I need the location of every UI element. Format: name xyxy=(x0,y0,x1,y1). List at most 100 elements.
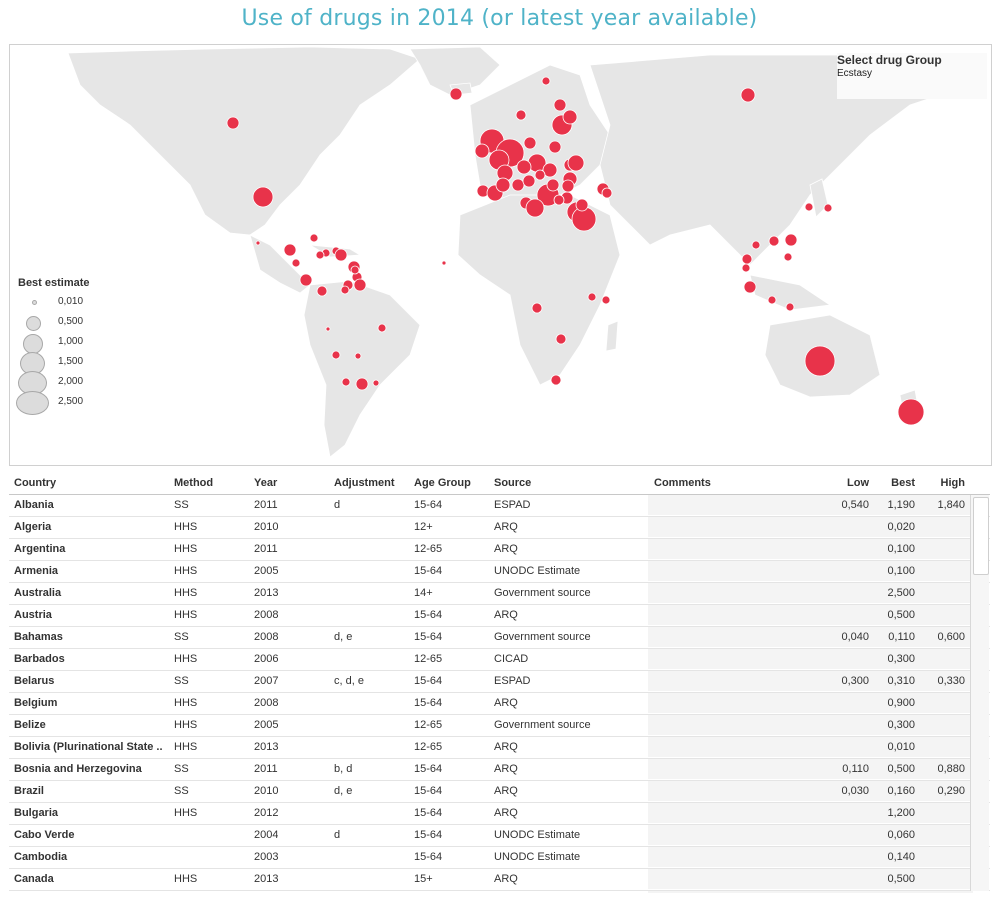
country-marker[interactable] xyxy=(331,350,341,360)
country-marker[interactable] xyxy=(255,240,261,246)
table-row[interactable]: Cambodia 2003 15-64 UNODC Estimate 0,140 xyxy=(9,847,990,869)
table-row[interactable]: Bahamas SS 2008 d, e 15-64 Government source 0… xyxy=(9,627,990,649)
country-marker[interactable] xyxy=(601,187,613,199)
country-marker[interactable] xyxy=(522,174,536,188)
country-marker[interactable] xyxy=(601,295,611,305)
filter-selected-value[interactable]: Ecstasy xyxy=(837,68,873,79)
country-marker[interactable] xyxy=(783,252,793,262)
country-marker[interactable] xyxy=(804,345,836,377)
country-marker[interactable] xyxy=(897,398,925,426)
country-marker[interactable] xyxy=(550,374,562,386)
country-marker[interactable] xyxy=(561,179,575,193)
table-row[interactable]: Bosnia and Herzegovina SS 2011 b, d 15-64 ARQ… xyxy=(9,759,990,781)
country-marker[interactable] xyxy=(768,235,780,247)
country-marker[interactable] xyxy=(353,278,367,292)
table-row[interactable]: Bulgaria HHS 2012 15-64 ARQ 1,200 xyxy=(9,803,990,825)
country-marker[interactable] xyxy=(291,258,301,268)
country-marker[interactable] xyxy=(511,178,525,192)
country-marker[interactable] xyxy=(553,98,567,112)
best-estimate-markers[interactable] xyxy=(226,76,925,426)
country-marker[interactable] xyxy=(495,177,511,193)
data-table[interactable]: Country Method Year Adjustment Age Group… xyxy=(9,474,990,894)
country-marker[interactable] xyxy=(784,233,798,247)
country-marker[interactable] xyxy=(340,285,350,295)
table-row[interactable]: Cabo Verde 2004 d 15-64 UNODC Estimate 0,060 xyxy=(9,825,990,847)
col-header-year[interactable]: Year xyxy=(254,477,278,489)
col-header-source[interactable]: Source xyxy=(494,477,532,489)
scrollbar-thumb[interactable] xyxy=(973,497,989,575)
table-row[interactable]: Belgium HHS 2008 15-64 ARQ 0,900 xyxy=(9,693,990,715)
country-marker[interactable] xyxy=(474,143,490,159)
col-header-country[interactable]: Country xyxy=(14,477,57,489)
country-marker[interactable] xyxy=(355,377,369,391)
table-row[interactable]: Bolivia (Plurinational State .. HHS 2013 12… xyxy=(9,737,990,759)
country-marker[interactable] xyxy=(741,253,753,265)
country-marker[interactable] xyxy=(541,76,551,86)
table-row[interactable]: Armenia HHS 2005 15-64 UNODC Estimate 0,100 xyxy=(9,561,990,583)
country-marker[interactable] xyxy=(515,109,527,121)
table-row[interactable]: Albania SS 2011 d 15-64 ESPAD 0,540 1,190 1,840 xyxy=(9,495,990,517)
col-header-comments[interactable]: Comments xyxy=(654,477,711,489)
country-marker[interactable] xyxy=(441,260,447,266)
country-marker[interactable] xyxy=(553,194,565,206)
col-header-high[interactable]: High xyxy=(940,477,965,489)
country-marker[interactable] xyxy=(252,186,274,208)
country-marker[interactable] xyxy=(555,333,567,345)
table-row[interactable]: Belarus SS 2007 c, d, e 15-64 ESPAD 0,300 0,310… xyxy=(9,671,990,693)
country-marker[interactable] xyxy=(516,159,532,175)
country-marker[interactable] xyxy=(315,250,325,260)
country-marker[interactable] xyxy=(377,323,387,333)
country-marker[interactable] xyxy=(741,263,751,273)
country-marker[interactable] xyxy=(743,280,757,294)
country-marker[interactable] xyxy=(767,295,777,305)
col-header-age-group[interactable]: Age Group xyxy=(414,477,471,489)
table-row[interactable]: Belize HHS 2005 12-65 Government source 0,300 xyxy=(9,715,990,737)
country-marker[interactable] xyxy=(587,292,597,302)
country-marker[interactable] xyxy=(372,379,380,387)
country-marker[interactable] xyxy=(226,116,240,130)
country-marker[interactable] xyxy=(542,162,558,178)
country-marker[interactable] xyxy=(334,248,348,262)
table-row[interactable]: Barbados HHS 2006 12-65 CICAD 0,300 xyxy=(9,649,990,671)
table-row[interactable]: Brazil SS 2010 d, e 15-64 ARQ 0,030 0,160 0,290 xyxy=(9,781,990,803)
country-marker[interactable] xyxy=(546,178,560,192)
country-marker[interactable] xyxy=(525,198,545,218)
country-marker[interactable] xyxy=(449,87,463,101)
table-row[interactable]: Algeria HHS 2010 12+ ARQ 0,020 xyxy=(9,517,990,539)
country-marker[interactable] xyxy=(350,265,360,275)
cell-age-group: 14+ xyxy=(414,587,433,599)
table-row[interactable]: Austria HHS 2008 15-64 ARQ 0,500 xyxy=(9,605,990,627)
country-marker[interactable] xyxy=(740,87,756,103)
country-marker[interactable] xyxy=(316,285,328,297)
country-marker[interactable] xyxy=(299,273,313,287)
country-marker[interactable] xyxy=(785,302,795,312)
country-marker[interactable] xyxy=(325,326,331,332)
country-marker[interactable] xyxy=(567,154,585,172)
col-header-adjustment[interactable]: Adjustment xyxy=(334,477,395,489)
table-row[interactable]: Australia HHS 2013 14+ Government source 2,50… xyxy=(9,583,990,605)
table-row[interactable]: Argentina HHS 2011 12-65 ARQ 0,100 xyxy=(9,539,990,561)
country-marker[interactable] xyxy=(562,109,578,125)
country-marker[interactable] xyxy=(341,377,351,387)
col-header-low[interactable]: Low xyxy=(847,477,869,489)
col-header-method[interactable]: Method xyxy=(174,477,214,489)
world-map[interactable] xyxy=(10,45,991,465)
country-marker[interactable] xyxy=(575,198,589,212)
country-marker[interactable] xyxy=(531,302,543,314)
country-marker[interactable] xyxy=(354,352,362,360)
table-row[interactable]: Canada HHS 2013 15+ ARQ 0,500 xyxy=(9,869,990,891)
country-marker[interactable] xyxy=(523,136,537,150)
country-marker[interactable] xyxy=(534,169,546,181)
country-marker[interactable] xyxy=(804,202,814,212)
country-marker[interactable] xyxy=(751,240,761,250)
country-marker[interactable] xyxy=(283,243,297,257)
country-marker[interactable] xyxy=(309,233,319,243)
col-header-best[interactable]: Best xyxy=(891,477,915,489)
table-body[interactable]: Albania SS 2011 d 15-64 ESPAD 0,540 1,190 1,840 A… xyxy=(9,495,990,893)
drug-group-filter[interactable]: Select drug Group Ecstasy xyxy=(837,53,987,99)
table-scrollbar[interactable] xyxy=(970,495,989,891)
country-marker[interactable] xyxy=(548,140,562,154)
country-marker[interactable] xyxy=(823,203,833,213)
map-panel[interactable]: Select drug Group Ecstasy Best estimate … xyxy=(9,44,992,466)
